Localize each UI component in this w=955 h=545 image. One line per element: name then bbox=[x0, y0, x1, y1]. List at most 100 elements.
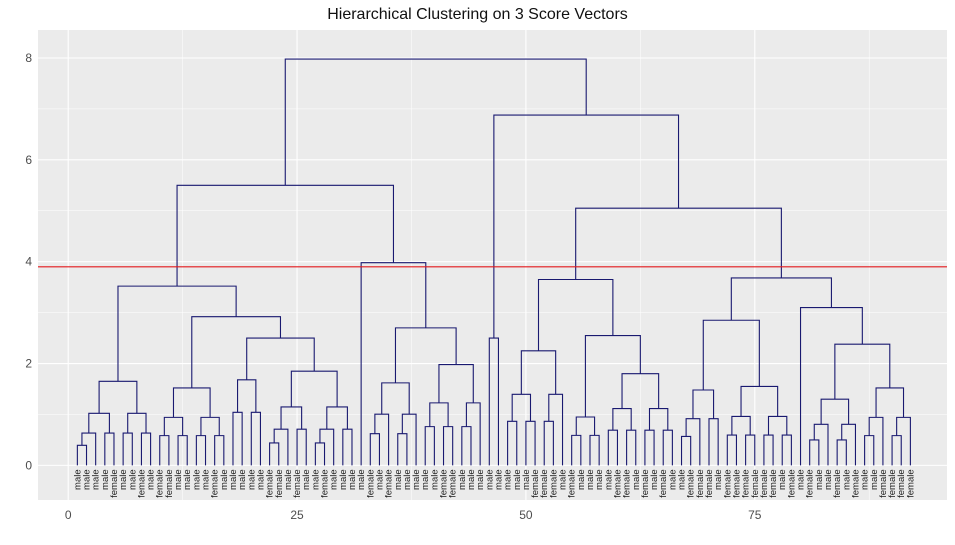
dendrogram-link bbox=[250, 411, 261, 466]
leaf-label: male bbox=[493, 469, 504, 490]
leaf-label: male bbox=[310, 469, 321, 490]
leaf-label: male bbox=[283, 469, 294, 490]
leaf-label: male bbox=[713, 469, 724, 490]
leaf-label: female bbox=[896, 469, 907, 498]
dendrogram-link bbox=[692, 389, 715, 419]
leaf-label: male bbox=[860, 469, 871, 490]
leaf-label: male bbox=[402, 469, 413, 490]
leaf-label: female bbox=[384, 469, 395, 498]
leaf-label: female bbox=[164, 469, 175, 498]
x-tick-label: 25 bbox=[290, 508, 304, 522]
leaf-label: female bbox=[850, 469, 861, 498]
leaf-label: female bbox=[567, 469, 578, 498]
dendrogram-link bbox=[296, 428, 307, 466]
leaf-label: female bbox=[741, 469, 752, 498]
leaf-label: male bbox=[649, 469, 660, 490]
leaf-label: male bbox=[127, 469, 138, 490]
leaf-label: male bbox=[228, 469, 239, 490]
leaf-label: male bbox=[823, 469, 834, 490]
dendrogram-link bbox=[381, 382, 410, 415]
leaf-label: female bbox=[448, 469, 459, 498]
leaf-label: male bbox=[347, 469, 358, 490]
leaf-label: female bbox=[722, 469, 733, 498]
leaf-label: male bbox=[869, 469, 880, 490]
dendrogram-link bbox=[360, 262, 427, 466]
dendrogram-link bbox=[127, 412, 147, 434]
dendrogram-link bbox=[232, 411, 243, 466]
dendrogram-link bbox=[813, 423, 829, 466]
leaf-label: female bbox=[686, 469, 697, 498]
leaf-label: male bbox=[173, 469, 184, 490]
x-tick-label: 75 bbox=[748, 508, 762, 522]
leaf-label: male bbox=[237, 469, 248, 490]
leaf-label: female bbox=[274, 469, 285, 498]
dendrogram-link bbox=[88, 412, 110, 434]
leaf-label: male bbox=[72, 469, 83, 490]
dendrogram-link bbox=[575, 416, 596, 436]
dendrogram-link bbox=[685, 418, 701, 466]
leaf-label: male bbox=[475, 469, 486, 490]
leaf-label: male bbox=[512, 469, 523, 490]
leaf-label: female bbox=[292, 469, 303, 498]
y-tick-label: 8 bbox=[25, 51, 32, 65]
y-tick-label: 4 bbox=[25, 255, 32, 269]
leaf-label: male bbox=[393, 469, 404, 490]
leaf-label: male bbox=[411, 469, 422, 490]
dendrogram-link bbox=[820, 398, 850, 425]
dendrogram-link bbox=[104, 432, 115, 466]
dendrogram-link bbox=[896, 416, 911, 466]
dendrogram-link bbox=[397, 433, 408, 466]
dendrogram-link bbox=[81, 432, 97, 466]
leaf-label: female bbox=[887, 469, 898, 498]
leaf-label: male bbox=[146, 469, 157, 490]
leaf-label: male bbox=[329, 469, 340, 490]
dendrogram-link bbox=[200, 416, 220, 436]
leaf-label: female bbox=[878, 469, 889, 498]
leaf-label: female bbox=[786, 469, 797, 498]
dendrogram-link bbox=[401, 413, 417, 466]
leaf-label: female bbox=[750, 469, 761, 498]
leaf-label: female bbox=[622, 469, 633, 498]
leaf-label: female bbox=[136, 469, 147, 498]
dendrogram-link bbox=[520, 350, 557, 395]
dendrogram-link bbox=[163, 416, 184, 436]
leaf-label: female bbox=[832, 469, 843, 498]
dendrogram-link bbox=[176, 184, 395, 287]
dendrogram-link bbox=[488, 337, 499, 466]
dendrogram-link bbox=[799, 306, 863, 466]
leaf-label: female bbox=[759, 469, 770, 498]
leaf-label: male bbox=[182, 469, 193, 490]
leaf-label: male bbox=[603, 469, 614, 490]
leaf-label: male bbox=[558, 469, 569, 490]
leaf-label: male bbox=[91, 469, 102, 490]
dendrogram-link bbox=[626, 429, 637, 466]
dendrogram-link bbox=[140, 432, 152, 466]
leaf-label: female bbox=[768, 469, 779, 498]
dendrogram-link bbox=[76, 444, 88, 466]
leaf-label: female bbox=[905, 469, 916, 498]
leaf-label: female bbox=[539, 469, 550, 498]
leaf-label: female bbox=[265, 469, 276, 498]
leaf-label: male bbox=[576, 469, 587, 490]
leaf-label: male bbox=[201, 469, 212, 490]
leaf-label: female bbox=[365, 469, 376, 498]
dendrogram-link bbox=[607, 429, 619, 466]
leaf-label: male bbox=[484, 469, 495, 490]
leaf-label: male bbox=[457, 469, 468, 490]
dendrogram-link bbox=[836, 439, 847, 466]
leaf-label: male bbox=[503, 469, 514, 490]
leaf-label: male bbox=[585, 469, 596, 490]
dendrogram-link bbox=[369, 433, 380, 466]
y-tick-label: 6 bbox=[25, 153, 32, 167]
leaf-label: male bbox=[594, 469, 605, 490]
leaf-label: male bbox=[191, 469, 202, 490]
dendrogram-link bbox=[662, 429, 673, 466]
leaf-label: male bbox=[814, 469, 825, 490]
x-tick-label: 0 bbox=[65, 508, 72, 522]
leaf-label: male bbox=[219, 469, 230, 490]
leaf-label: male bbox=[429, 469, 440, 490]
leaf-label: female bbox=[210, 469, 221, 498]
dendrogram-link bbox=[342, 428, 353, 466]
leaf-label: female bbox=[695, 469, 706, 498]
